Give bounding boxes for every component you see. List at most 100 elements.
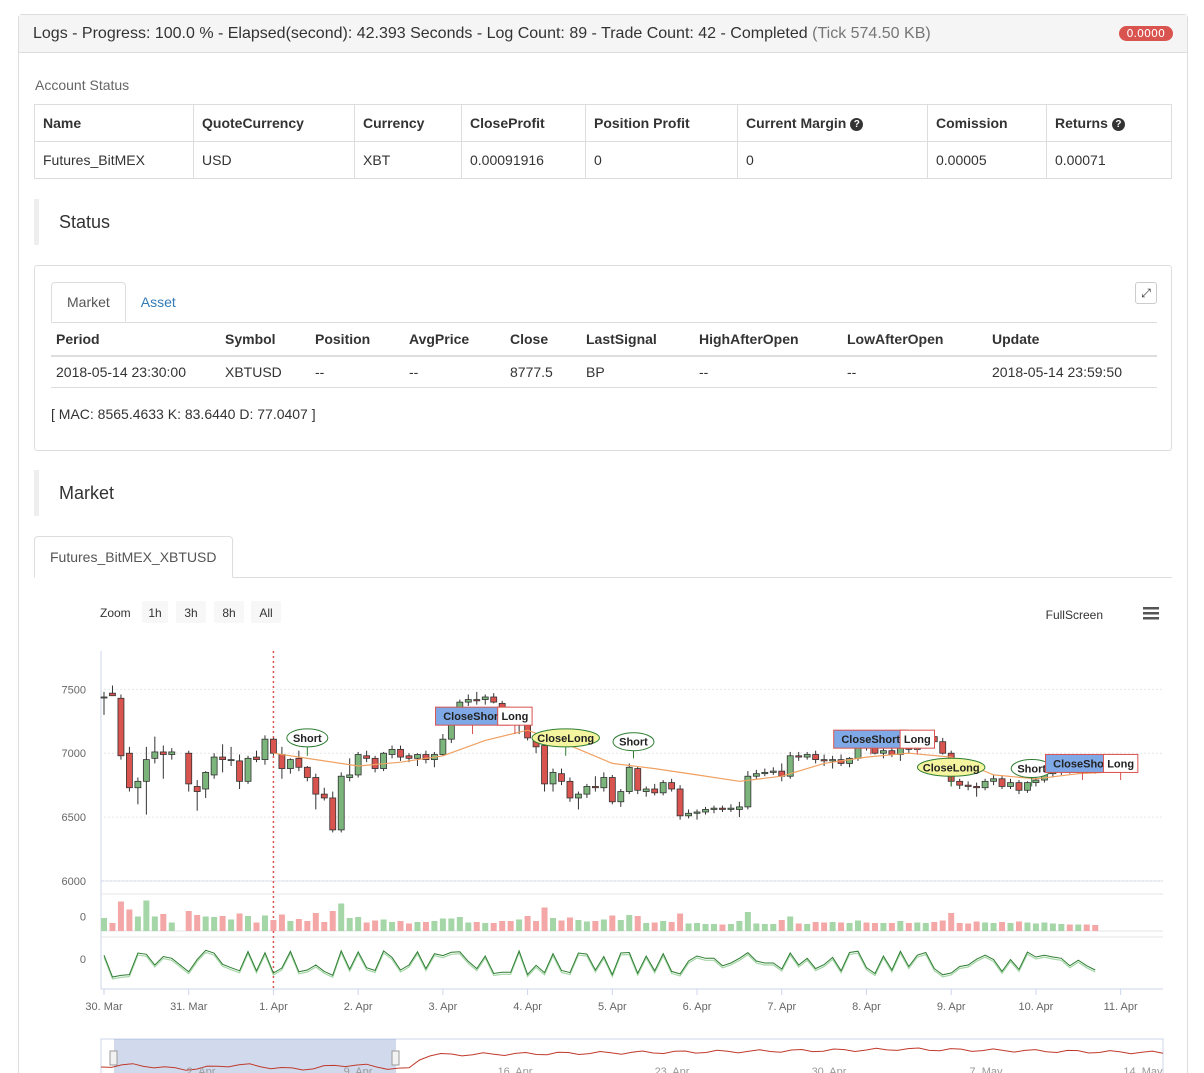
navigator[interactable]: 2. Apr 9. Apr 16. Apr 23. Apr 30. Apr 7. May 1… [100, 1038, 1164, 1073]
k-line [103, 949, 1096, 978]
volume-bar [1075, 924, 1082, 931]
status-heading: Status [34, 199, 1172, 245]
cell-position: -- [310, 355, 404, 388]
candle-body [608, 777, 616, 803]
candle-body [693, 811, 701, 814]
zoom-all-button[interactable]: All [251, 601, 281, 623]
candle-body [270, 738, 277, 754]
volume-bar [609, 915, 616, 931]
candle-body [558, 773, 565, 782]
tab-futures-bitmex-xbtusd[interactable]: Futures_BitMEX_XBTUSD [34, 536, 233, 578]
col-returns: Returns? [1046, 104, 1172, 142]
candle-body [820, 759, 828, 762]
candle-body [117, 697, 125, 757]
cell-period: 2018-05-14 23:30:00 [51, 355, 220, 388]
volume-bar [660, 921, 667, 931]
volume-bar [1041, 922, 1048, 931]
candle-body [998, 778, 1006, 787]
candle-body [685, 812, 692, 817]
volume-bar [278, 914, 285, 931]
volume-bar [160, 914, 167, 931]
volume-bar [677, 913, 684, 931]
signal-ellipse [612, 732, 655, 752]
volume-bar [566, 917, 573, 931]
volume-bar [982, 922, 989, 931]
candle-body [159, 751, 167, 755]
candle-body [973, 786, 981, 789]
volume-bar [939, 920, 946, 931]
logs-title: Logs - Progress: 100.0 % - Elapsed(secon… [33, 24, 808, 42]
candle-body [956, 780, 964, 786]
zoom-all-label: All [259, 606, 272, 620]
volume-bar [990, 923, 997, 931]
candle-body [1024, 782, 1031, 791]
signal-label: Short [619, 737, 648, 749]
help-icon[interactable]: ? [1111, 118, 1125, 131]
candle-body [151, 751, 159, 759]
cell-high-after-open: -- [694, 355, 842, 388]
volume-bar [338, 903, 345, 931]
x-tick-label: 9. Apr [937, 1001, 966, 1013]
volume-bar [448, 918, 455, 931]
candle-body [710, 807, 718, 810]
candle-body [1032, 779, 1040, 784]
zoom-3h-button[interactable]: 3h [176, 601, 206, 623]
tab-asset[interactable]: Asset [140, 294, 176, 310]
fullscreen-button[interactable]: FullScreen [1046, 608, 1103, 622]
volume-bar [211, 917, 218, 931]
cell-low-after-open: -- [842, 355, 987, 388]
volume-bar [880, 923, 887, 931]
volume-bar [1083, 924, 1090, 931]
col-returns-label: Returns [1055, 115, 1108, 131]
volume-bar [533, 921, 540, 931]
cell-comission: 0.00005 [927, 141, 1047, 179]
expand-button[interactable]: ⤢ [1135, 282, 1157, 304]
volume-bar [168, 922, 175, 931]
candle-body [329, 797, 337, 831]
volume-bar [312, 913, 319, 931]
zoom-8h-button[interactable]: 8h [214, 601, 244, 623]
volume-bar [346, 918, 353, 931]
candle-body [193, 786, 201, 792]
candle-body [405, 755, 413, 759]
volume-bar [329, 911, 336, 931]
col-position-profit: Position Profit [585, 104, 738, 142]
d-line [103, 951, 1096, 980]
zoom-label: Zoom [100, 606, 131, 620]
candle-body [490, 696, 498, 703]
volume-bar [812, 922, 819, 931]
volume-bar [261, 915, 268, 931]
candle-body [752, 773, 760, 777]
volume-bar [838, 922, 845, 931]
candle-body [447, 723, 455, 740]
zoom-1h-button[interactable]: 1h [142, 601, 168, 623]
menu-icon[interactable] [1143, 607, 1159, 620]
volume-bar [575, 920, 582, 931]
candle-body [227, 759, 235, 762]
account-table: Name QuoteCurrency Currency CloseProfit … [34, 104, 1172, 179]
col-current-margin: Current Margin? [737, 104, 928, 142]
table-row: 2018-05-14 23:30:00 XBTUSD -- -- 8777.5 … [51, 355, 1157, 388]
candle-body [253, 756, 260, 761]
volume-bar [558, 920, 565, 931]
volume-bar [710, 924, 717, 931]
candle-body [981, 780, 989, 789]
volume-bar [1007, 923, 1014, 931]
volume-bar [270, 920, 277, 931]
volume-bar [736, 921, 743, 931]
col-low-after-open: LowAfterOpen [842, 322, 987, 357]
candle-body [303, 766, 311, 778]
price-chart[interactable]: Zoom 1h 3h 8h All FullScreen 6000 6500 700… [19, 589, 1169, 1073]
volume-bar [151, 916, 158, 931]
tab-market[interactable]: Market [51, 282, 126, 322]
help-icon[interactable]: ? [850, 118, 864, 131]
volume-bar [431, 921, 438, 931]
volume-bar [473, 922, 480, 931]
volume-bar [245, 916, 252, 931]
x-tick-label: 7. Apr [767, 1001, 796, 1013]
market-status-table: Period Symbol Position AvgPrice Close La… [51, 322, 1157, 388]
volume-bar [965, 923, 972, 931]
col-name: Name [34, 104, 194, 142]
navigator-handle-left [109, 1050, 118, 1066]
status-box: Market Asset ⤢ Period Symbol Position Av… [34, 265, 1172, 451]
